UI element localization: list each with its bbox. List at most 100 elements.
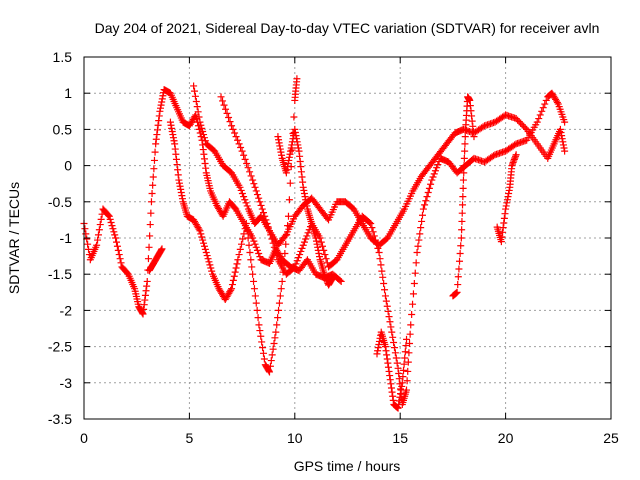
data-point-track-d [430,170,438,178]
data-point-track-g [458,217,466,225]
data-point-track-c [253,306,261,314]
data-point-track-a [199,146,207,154]
data-point-track-c [273,321,281,329]
data-point-track-f [386,376,394,384]
data-point-track-c [203,252,211,260]
data-point-track-e [296,152,304,160]
data-point-track-c [281,250,289,258]
data-point-track-d [293,257,301,265]
data-point-track-c [251,292,259,300]
y-tick-label: -3.5 [48,411,72,427]
data-point-track-e [293,138,301,146]
data-point-track-d [404,367,412,375]
data-point-track-d [262,216,270,224]
data-point-track-d [535,115,543,123]
data-point-track-d [429,173,437,181]
data-point-track-d [264,223,272,231]
data-point-track-d [241,155,249,163]
data-point-track-e [284,160,292,168]
data-point-track-a [109,225,117,233]
data-point-track-h [504,193,512,201]
data-point-track-c [196,227,204,235]
data-point-track-a [200,150,208,158]
data-point-track-a [148,190,156,198]
data-point-track-g [456,250,464,258]
data-point-track-f [399,373,407,381]
data-point-track-a [141,296,149,304]
data-point-track-c [246,248,254,256]
data-point-track-b [200,134,208,142]
data-point-track-i [157,246,165,254]
data-point-track-e [300,186,308,194]
data-point-track-d [393,359,401,367]
data-point-track-c [254,314,262,322]
data-point-track-c [249,270,257,278]
data-point-track-a [145,243,153,251]
data-point-track-e [291,129,299,137]
data-point-track-a [147,198,155,206]
data-point-track-d [381,292,389,300]
data-point-track-a [252,243,260,251]
data-point-track-c [268,351,276,359]
data-point-track-d [267,231,275,239]
data-point-track-b [243,202,251,210]
data-point-track-d [238,147,246,155]
data-point-track-b [193,103,201,111]
data-point-track-e [321,272,329,280]
data-point-track-d [369,228,377,236]
data-point-track-a [147,209,155,217]
y-tick-label: -2 [60,302,73,318]
data-point-track-b [558,132,566,140]
data-point-track-h [498,233,506,241]
data-point-track-a [142,287,150,295]
data-point-track-c [207,264,215,272]
data-point-track-c [235,251,243,259]
data-point-track-d [539,104,547,112]
data-point-track-a [93,241,101,249]
data-point-track-d [321,251,329,259]
data-point-track-c [276,292,284,300]
data-point-track-a [115,251,123,259]
data-point-track-d [391,349,399,357]
data-point-track-h [499,224,507,232]
axis-ticks [83,56,612,420]
data-point-track-g [466,96,474,104]
data-point-track-g [454,281,462,289]
data-point-track-d [424,188,432,196]
data-point-track-c [271,334,279,342]
data-point-track-c [166,118,174,126]
data-point-track-c [168,127,176,135]
data-point-track-d [373,240,381,248]
data-point-track-d [403,377,411,385]
y-axis-label: SDTVAR / TECUs [6,182,22,294]
data-point-track-g [459,184,467,192]
data-point-track-c [255,321,263,329]
data-point-track-c [169,134,177,142]
data-point-track-e [315,250,323,258]
data-point-track-d [381,286,389,294]
data-point-track-c [237,240,245,248]
data-point-track-f [373,350,381,358]
data-point-track-g [461,140,469,148]
data-point-track-b [518,121,526,129]
data-point-track-c [169,131,177,139]
data-point-track-c [178,192,186,200]
data-point-track-d [255,194,263,202]
data-point-track-d [427,180,435,188]
data-point-track-c [172,155,180,163]
data-point-track-c [252,299,260,307]
data-point-track-c [274,314,282,322]
data-point-track-c [171,145,179,153]
data-point-track-d [408,311,416,319]
chart-title: Day 204 of 2021, Sidereal Day-to-day VTE… [95,20,600,36]
data-point-track-a [201,160,209,168]
data-point-track-e [287,144,295,152]
data-point-track-d [380,280,388,288]
data-point-track-d [225,114,233,122]
data-point-track-h [502,205,510,213]
data-point-track-d [243,160,251,168]
data-point-track-c [250,285,258,293]
data-point-track-e [315,253,323,261]
data-point-track-f [397,386,405,394]
data-point-track-a [81,225,89,233]
